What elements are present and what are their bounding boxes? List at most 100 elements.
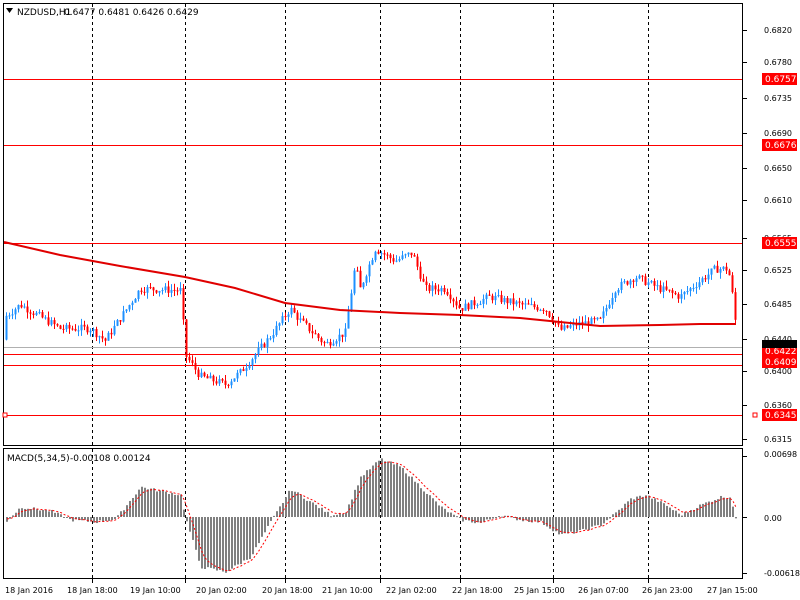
macd-bar xyxy=(681,515,683,517)
macd-bar xyxy=(603,517,605,524)
macd-bar xyxy=(300,495,302,517)
candle-body xyxy=(509,298,512,304)
macd-bar xyxy=(474,517,476,524)
candle-body xyxy=(323,342,326,344)
candle-body xyxy=(359,270,362,288)
macd-bar xyxy=(147,489,149,517)
macd-bar xyxy=(132,497,134,517)
macd-bar xyxy=(156,491,158,517)
candle-body xyxy=(143,291,146,293)
candle-body xyxy=(608,304,611,309)
candle-body xyxy=(185,319,188,357)
macd-bar xyxy=(594,517,596,526)
time-label: 20 Jan 18:00 xyxy=(262,586,313,595)
candle-body xyxy=(662,286,665,292)
macd-bar xyxy=(114,517,116,520)
macd-bar xyxy=(153,488,155,517)
candle-body xyxy=(383,253,386,255)
macd-bar xyxy=(282,503,284,517)
macd-bar xyxy=(690,510,692,517)
macd-bar xyxy=(177,495,179,517)
candle-body xyxy=(506,298,509,304)
candle-body xyxy=(680,294,683,299)
macd-bar xyxy=(78,517,80,521)
candle-body xyxy=(668,289,671,291)
macd-bar xyxy=(90,517,92,522)
macd-bar xyxy=(369,469,371,517)
candle-body xyxy=(647,282,650,285)
candle-body xyxy=(74,328,77,331)
collapse-arrow-icon[interactable] xyxy=(6,8,13,13)
price-tick-label: 0.6780 xyxy=(764,58,792,67)
candle-body xyxy=(473,300,476,306)
candle-body xyxy=(14,309,17,315)
candle-body xyxy=(242,369,245,371)
candle-body xyxy=(569,325,572,328)
candle-body xyxy=(53,320,56,325)
macd-bar xyxy=(597,517,599,526)
candle-body xyxy=(326,341,329,343)
candle-body xyxy=(377,251,380,254)
candle-body xyxy=(674,292,677,295)
macd-bar xyxy=(726,498,728,517)
macd-bar xyxy=(486,517,488,520)
level-handle[interactable] xyxy=(2,412,8,418)
candle-body xyxy=(65,324,68,330)
macd-bar xyxy=(297,492,299,517)
candle-body xyxy=(650,281,653,283)
candle-body xyxy=(659,285,662,292)
candle-body xyxy=(581,321,584,325)
macd-histogram xyxy=(6,458,737,573)
candle-body xyxy=(260,343,263,348)
macd-bar xyxy=(57,512,59,517)
macd-bar xyxy=(435,501,437,517)
candle-body xyxy=(107,332,110,341)
candle-body xyxy=(485,294,488,299)
macd-bar xyxy=(564,517,566,534)
candle-body xyxy=(29,312,32,314)
macd-bar xyxy=(291,491,293,517)
candle-body xyxy=(275,325,278,336)
macd-bar xyxy=(198,517,200,561)
candle-body xyxy=(287,314,290,317)
candle-body xyxy=(515,301,518,305)
level-handle[interactable] xyxy=(752,412,758,418)
macd-bar xyxy=(567,517,569,534)
macd-bar xyxy=(672,510,674,517)
time-label: 22 Jan 18:00 xyxy=(452,586,503,595)
macd-bar xyxy=(207,517,209,568)
macd-bar xyxy=(699,504,701,517)
candle-body xyxy=(443,287,446,292)
candle-body xyxy=(245,368,248,371)
candle-body xyxy=(176,290,179,292)
macd-bar xyxy=(63,517,65,518)
macd-bar xyxy=(423,491,425,517)
candle-body xyxy=(593,318,596,320)
candle-body xyxy=(38,312,41,314)
candle-body xyxy=(209,375,212,379)
symbol-label: NZDUSD,H1 xyxy=(17,8,71,18)
candle-body xyxy=(527,303,530,305)
candle-body xyxy=(596,317,599,320)
candle-body xyxy=(266,338,269,347)
candle-body xyxy=(149,287,152,289)
candle-body xyxy=(560,324,563,330)
macd-bar xyxy=(264,517,266,533)
candle-body xyxy=(59,325,62,329)
macd-bar xyxy=(627,501,629,517)
macd-bar xyxy=(387,461,389,517)
candle-body xyxy=(392,258,395,262)
candle-body xyxy=(17,304,20,310)
candle-body xyxy=(290,307,293,315)
candle-body xyxy=(584,321,587,325)
time-axis: 18 Jan 2016 18 Jan 18:00 19 Jan 10:00 20 Ja… xyxy=(5,579,758,595)
time-label: 25 Jan 15:00 xyxy=(514,586,565,595)
macd-bar xyxy=(327,511,329,517)
candle-body xyxy=(236,372,239,379)
macd-bar xyxy=(135,494,137,517)
price-panel-frame xyxy=(3,3,743,446)
macd-bar xyxy=(105,517,107,521)
time-label: 26 Jan 23:00 xyxy=(642,586,693,595)
macd-bar xyxy=(54,512,56,517)
